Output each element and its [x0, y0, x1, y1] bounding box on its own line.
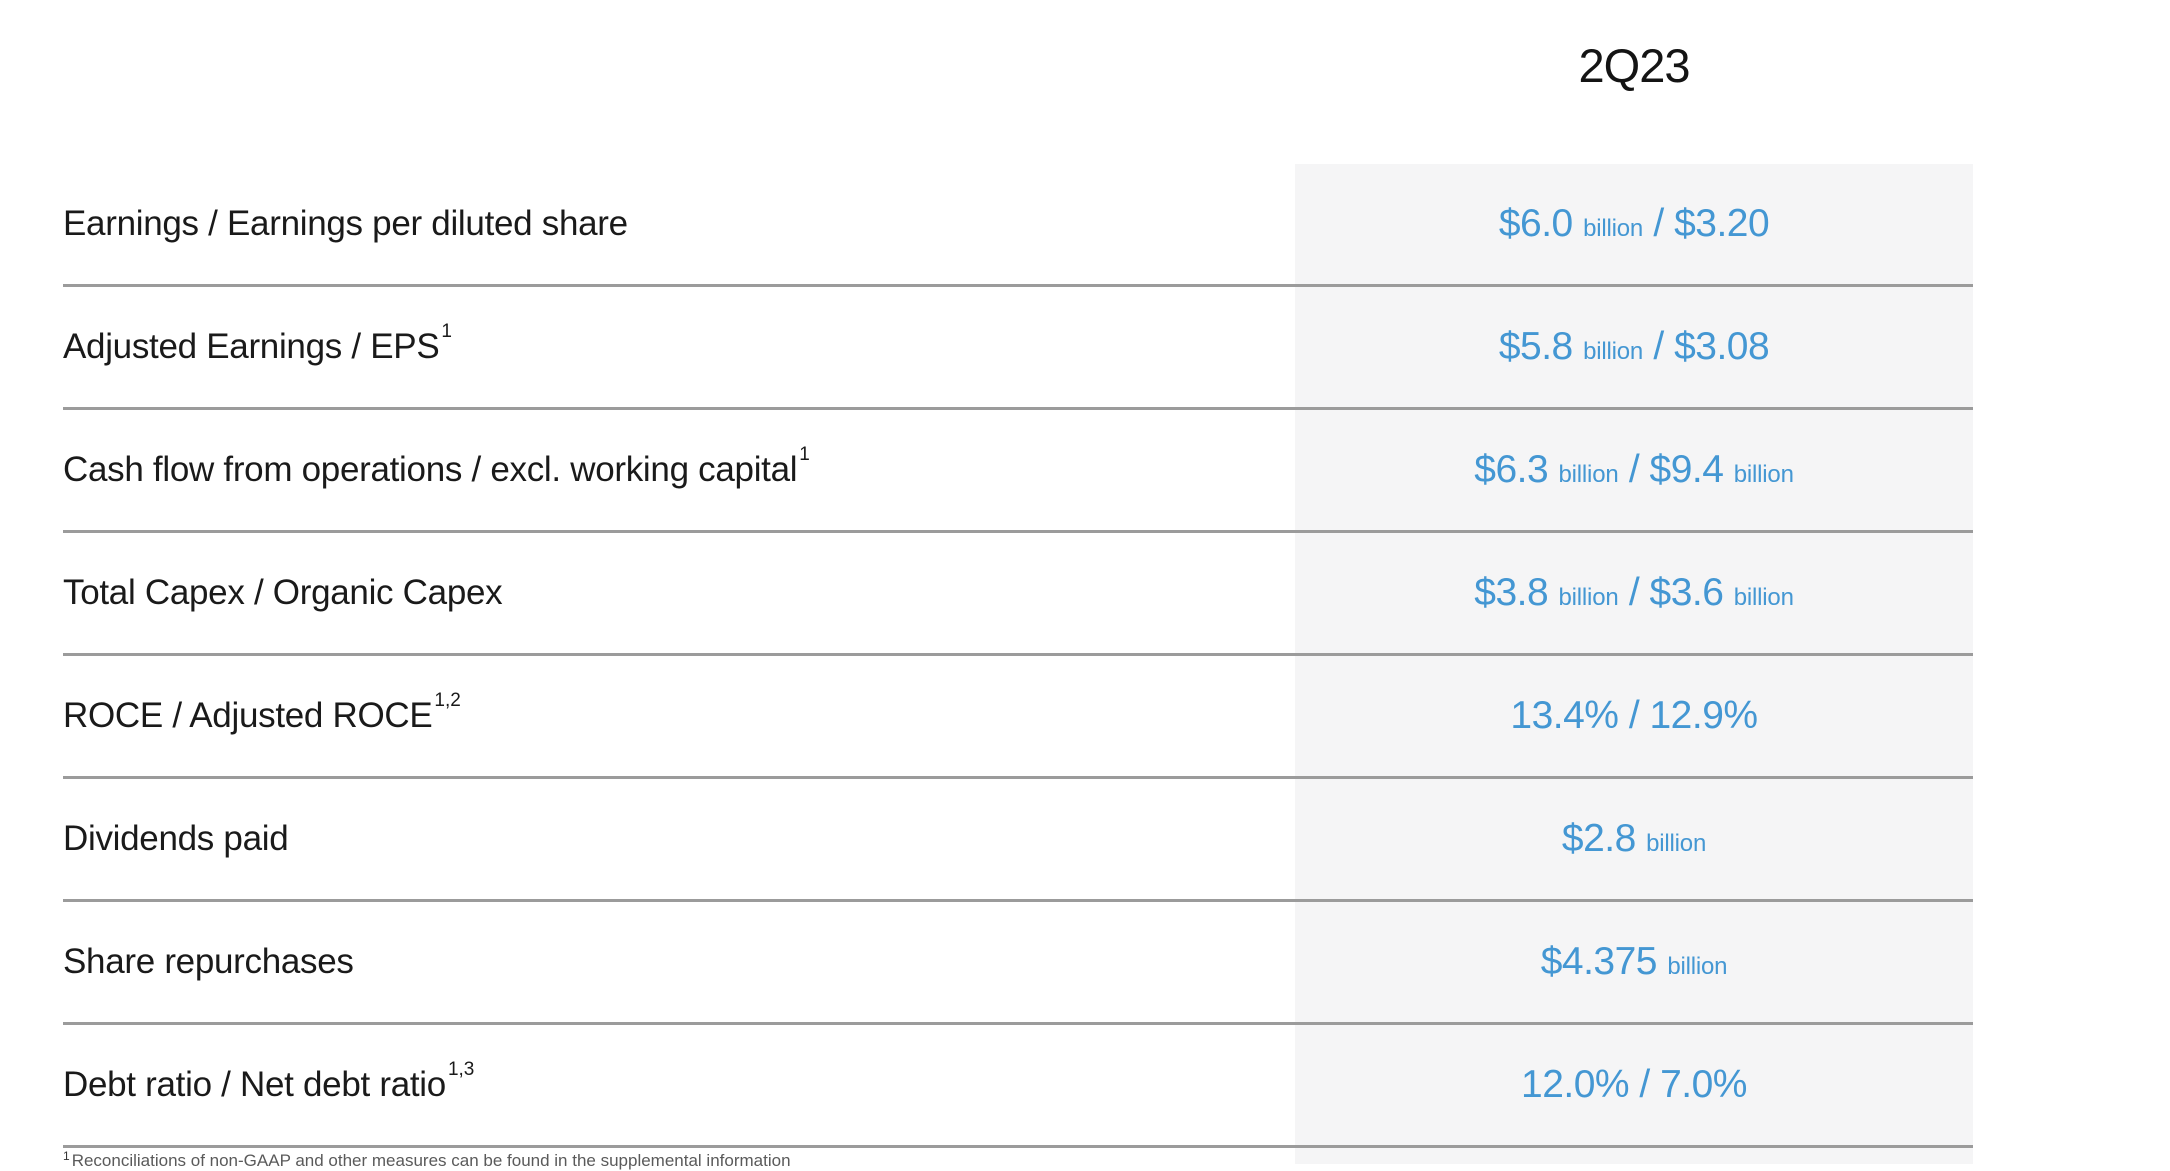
row-label-footnote-sup: 1,2 [434, 690, 461, 711]
table-row: Adjusted Earnings / EPS 1 $5.8 billion / … [63, 287, 1973, 410]
value-part: $4.375 [1540, 940, 1668, 983]
row-value: $2.8 billion [1295, 779, 1973, 899]
table-row: Earnings / Earnings per diluted share $6… [63, 164, 1973, 287]
row-label-text: ROCE / Adjusted ROCE [63, 696, 433, 735]
table-row: Total Capex / Organic Capex $3.8 billion… [63, 533, 1973, 656]
value-part: / $3.08 [1643, 325, 1770, 368]
row-value: $3.8 billion / $3.6 billion [1295, 533, 1973, 653]
value-part: billion [1733, 461, 1794, 488]
row-label-text: Dividends paid [63, 819, 289, 858]
footnote-clipped: 1 Reconciliations of non-GAAP and other m… [63, 1149, 791, 1171]
row-label-text: Share repurchases [63, 942, 354, 981]
footnote-marker: 1 [63, 1149, 70, 1163]
row-value-line: $4.375 billion [1541, 940, 1728, 984]
value-part: billion [1733, 584, 1794, 611]
value-part: $2.8 [1561, 817, 1647, 860]
row-value-line: $5.8 billion / $3.08 [1498, 325, 1770, 369]
row-label-text: Earnings / Earnings per diluted share [63, 204, 628, 243]
row-value-line: $2.8 billion [1562, 817, 1706, 861]
row-label: ROCE / Adjusted ROCE 1,2 [63, 656, 1295, 776]
results-table: 2Q23 Earnings / Earnings per diluted sha… [63, 0, 1973, 1148]
row-value: $6.3 billion / $9.4 billion [1295, 410, 1973, 530]
row-label: Adjusted Earnings / EPS 1 [63, 287, 1295, 407]
value-part: $6.0 [1498, 202, 1584, 245]
row-value: $4.375 billion [1295, 902, 1973, 1022]
row-label-text: Adjusted Earnings / EPS [63, 327, 440, 366]
row-value: $5.8 billion / $3.08 [1295, 287, 1973, 407]
value-part: / $3.6 [1618, 571, 1734, 614]
row-value: $6.0 billion / $3.20 [1295, 164, 1973, 284]
row-value-line: $6.0 billion / $3.20 [1498, 202, 1770, 246]
value-part: billion [1667, 953, 1728, 980]
value-part: $5.8 [1498, 325, 1584, 368]
value-part: billion [1558, 584, 1619, 611]
table-row: Debt ratio / Net debt ratio 1,3 12.0% / 7… [63, 1025, 1973, 1148]
table-row: Cash flow from operations / excl. workin… [63, 410, 1973, 533]
row-label-text: Total Capex / Organic Capex [63, 573, 503, 612]
table-row: Dividends paid $2.8 billion [63, 779, 1973, 902]
row-value-line: 13.4% / 12.9% [1510, 694, 1758, 738]
row-value-line: $6.3 billion / $9.4 billion [1474, 448, 1794, 492]
table-row: Share repurchases $4.375 billion [63, 902, 1973, 1025]
row-label: Share repurchases [63, 902, 1295, 1022]
value-part: 13.4% / 12.9% [1510, 694, 1758, 737]
row-label-footnote-sup: 1 [799, 444, 810, 465]
value-part: / $9.4 [1618, 448, 1734, 491]
row-value-line: $3.8 billion / $3.6 billion [1474, 571, 1794, 615]
value-part: billion [1583, 338, 1644, 365]
value-part: billion [1558, 461, 1619, 488]
footnote-text: Reconciliations of non-GAAP and other me… [71, 1151, 791, 1170]
row-label-footnote-sup: 1,3 [447, 1059, 475, 1080]
value-column-background [1295, 164, 1973, 1164]
value-part: billion [1646, 830, 1707, 857]
row-label: Cash flow from operations / excl. workin… [63, 410, 1295, 530]
row-label: Debt ratio / Net debt ratio 1,3 [63, 1025, 1295, 1145]
value-part: billion [1583, 215, 1644, 242]
row-label-footnote-sup: 1 [441, 321, 452, 342]
row-label-text: Cash flow from operations / excl. workin… [63, 450, 798, 489]
value-part: / $3.20 [1643, 202, 1770, 245]
value-part: 12.0% / 7.0% [1521, 1063, 1747, 1106]
table-row: ROCE / Adjusted ROCE 1,2 13.4% / 12.9% [63, 656, 1973, 779]
table-rows: Earnings / Earnings per diluted share $6… [63, 164, 1973, 1148]
value-part: $3.8 [1474, 571, 1559, 614]
row-label: Earnings / Earnings per diluted share [63, 164, 1295, 284]
row-value-line: 12.0% / 7.0% [1521, 1063, 1747, 1107]
row-value: 13.4% / 12.9% [1295, 656, 1973, 776]
row-label: Total Capex / Organic Capex [63, 533, 1295, 653]
row-label-text: Debt ratio / Net debt ratio [63, 1065, 446, 1104]
period-column-header: 2Q23 [1578, 39, 1691, 92]
row-label: Dividends paid [63, 779, 1295, 899]
row-value: 12.0% / 7.0% [1295, 1025, 1973, 1145]
value-part: $6.3 [1474, 448, 1559, 491]
table-header: 2Q23 [63, 0, 1973, 164]
